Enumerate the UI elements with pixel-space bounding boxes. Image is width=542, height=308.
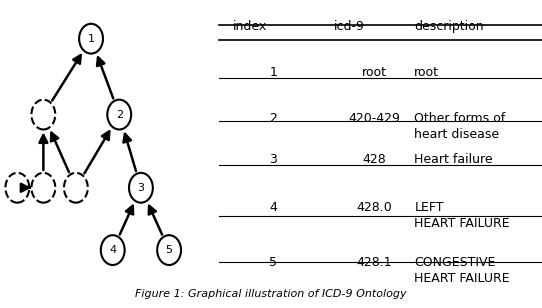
Text: Other forms of
heart disease: Other forms of heart disease — [414, 112, 506, 141]
Text: Figure 1: Graphical illustration of ICD-9 Ontology: Figure 1: Graphical illustration of ICD-… — [135, 289, 407, 299]
Text: 4: 4 — [269, 201, 277, 214]
Circle shape — [79, 24, 103, 54]
Text: root: root — [362, 66, 386, 79]
Text: CONGESTIVE
HEART FAILURE: CONGESTIVE HEART FAILURE — [414, 256, 510, 285]
Text: icd-9: icd-9 — [334, 20, 365, 33]
Text: description: description — [414, 20, 484, 33]
Text: LEFT
HEART FAILURE: LEFT HEART FAILURE — [414, 201, 510, 230]
Text: 4: 4 — [109, 245, 117, 255]
Text: 428.0: 428.0 — [356, 201, 392, 214]
Text: 3: 3 — [269, 152, 277, 165]
Text: Heart failure: Heart failure — [414, 152, 493, 165]
Text: 420-429: 420-429 — [348, 112, 400, 125]
Text: 5: 5 — [269, 256, 277, 269]
Text: 2: 2 — [269, 112, 277, 125]
Text: 1: 1 — [269, 66, 277, 79]
Circle shape — [107, 100, 131, 129]
Text: 428.1: 428.1 — [356, 256, 392, 269]
Text: index: index — [233, 20, 267, 33]
Circle shape — [129, 173, 153, 203]
Text: 5: 5 — [166, 245, 172, 255]
Text: 2: 2 — [115, 110, 123, 120]
Text: 1: 1 — [88, 34, 94, 44]
Circle shape — [157, 235, 181, 265]
Text: 428: 428 — [362, 152, 386, 165]
Circle shape — [101, 235, 125, 265]
Text: root: root — [414, 66, 440, 79]
Text: 3: 3 — [138, 183, 144, 193]
